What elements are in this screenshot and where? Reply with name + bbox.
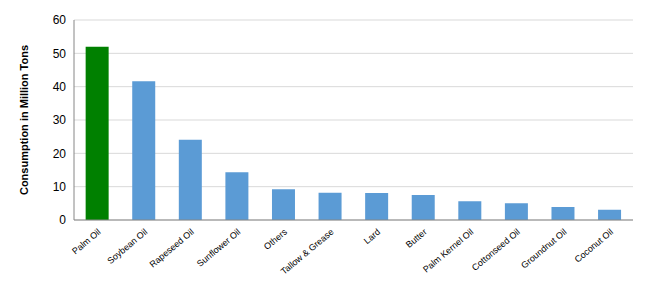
svg-text:Tallow & Grease: Tallow & Grease <box>279 227 336 277</box>
svg-text:50: 50 <box>53 47 67 61</box>
svg-text:40: 40 <box>53 80 67 94</box>
svg-text:Coconut Oil: Coconut Oil <box>573 227 615 265</box>
svg-text:Soybean Oil: Soybean Oil <box>105 227 149 266</box>
svg-text:20: 20 <box>53 147 67 161</box>
svg-text:30: 30 <box>53 113 67 127</box>
svg-text:Palm Oil: Palm Oil <box>70 227 102 257</box>
svg-text:Cottonseed Oil: Cottonseed Oil <box>470 227 522 273</box>
svg-text:Butter: Butter <box>404 227 429 250</box>
svg-text:Lard: Lard <box>362 227 382 246</box>
svg-text:Others: Others <box>262 226 290 251</box>
svg-text:Palm Kernel Oil: Palm Kernel Oil <box>421 227 475 275</box>
svg-text:Rapeseed Oil: Rapeseed Oil <box>148 227 196 270</box>
svg-text:Sunflower Oil: Sunflower Oil <box>195 227 242 269</box>
svg-text:Groundnut Oil: Groundnut Oil <box>519 227 568 271</box>
svg-text:10: 10 <box>53 180 67 194</box>
svg-text:0: 0 <box>59 213 66 227</box>
svg-text:Consumption in Million Tons: Consumption in Million Tons <box>18 45 30 195</box>
svg-text:60: 60 <box>53 13 67 27</box>
